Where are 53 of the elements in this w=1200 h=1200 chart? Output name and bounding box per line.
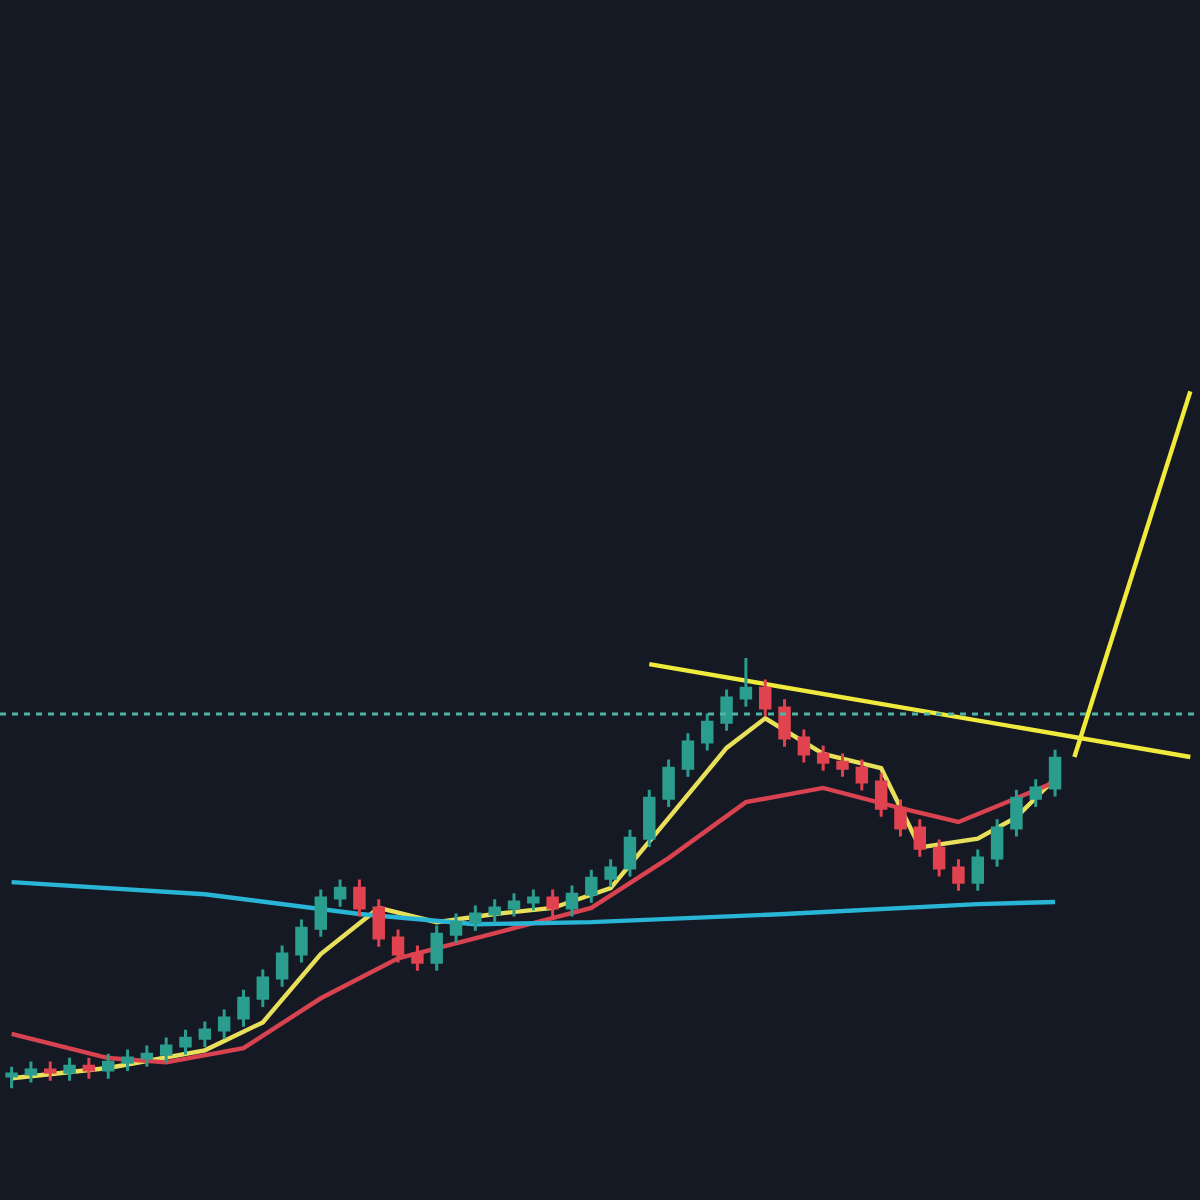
candlestick xyxy=(63,1056,76,1083)
candlestick xyxy=(758,678,772,719)
candlestick xyxy=(797,727,811,765)
candlestick xyxy=(449,912,463,945)
candlestick xyxy=(5,1065,18,1090)
candlestick xyxy=(275,943,289,989)
candlestick xyxy=(44,1060,57,1083)
candlestick xyxy=(971,847,985,893)
candlestick xyxy=(372,897,385,949)
candlestick xyxy=(720,687,733,733)
candlestick xyxy=(662,758,675,809)
candlestick xyxy=(121,1047,134,1073)
candlestick xyxy=(179,1028,192,1057)
candlestick xyxy=(546,887,559,919)
candlestick xyxy=(140,1044,154,1069)
candlestick xyxy=(198,1020,212,1049)
candlestick xyxy=(1048,748,1062,799)
candlestick xyxy=(913,817,927,859)
candlestick xyxy=(101,1052,115,1081)
candlestick xyxy=(894,798,907,839)
candlestick xyxy=(701,712,714,753)
candlestick xyxy=(836,752,849,779)
candlestick xyxy=(932,838,946,879)
candlestick xyxy=(217,1007,231,1041)
candlestick xyxy=(585,868,598,905)
candlestick xyxy=(391,927,405,965)
candlestick xyxy=(952,857,965,893)
candlestick xyxy=(469,903,482,933)
candlestick xyxy=(1029,777,1042,809)
candlestick xyxy=(295,918,308,965)
candlestick xyxy=(565,884,579,919)
candlestick xyxy=(604,857,617,889)
candlestick xyxy=(778,697,791,749)
candlestick xyxy=(237,988,250,1029)
candlestick xyxy=(623,828,637,879)
candlestick xyxy=(159,1035,173,1065)
candlestick xyxy=(333,878,347,909)
candlestick xyxy=(507,891,521,919)
candlestick xyxy=(990,817,1004,869)
candlestick xyxy=(430,924,443,973)
candlestick xyxy=(816,743,830,773)
candlestick xyxy=(1010,788,1023,839)
candlestick xyxy=(353,878,366,919)
candlestick xyxy=(527,887,540,913)
candlestick xyxy=(314,887,327,939)
candlestick xyxy=(411,943,424,973)
candlestick xyxy=(681,731,695,779)
candlestick xyxy=(855,758,869,793)
candlestick xyxy=(488,897,501,925)
candlestick xyxy=(256,967,270,1009)
candlestick xyxy=(739,656,753,709)
candlestick xyxy=(643,788,656,849)
candlestick xyxy=(24,1060,38,1085)
